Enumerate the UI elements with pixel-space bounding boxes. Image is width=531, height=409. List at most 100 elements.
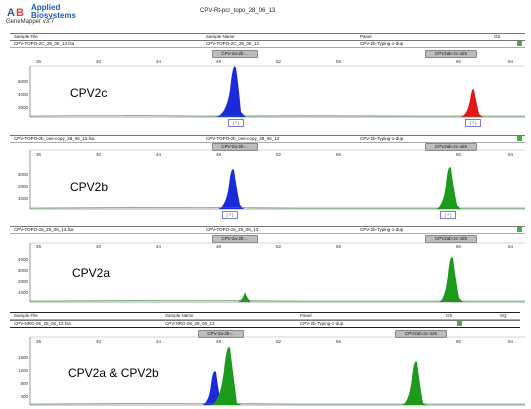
y-tick: 3000 [17,172,28,177]
status-indicator-1 [517,41,522,46]
x-tick: 48 [216,339,222,344]
panel-label-3: CPV2a [72,266,111,280]
plot-panel-4 [29,336,525,406]
panel-label-1: CPV2c [70,86,108,100]
allele-marker-1a[interactable]: [ ? ] [228,119,244,127]
peak-cpv2b-green [436,167,461,209]
bin-right-3[interactable]: CPV2ab-2c-426 [425,235,477,243]
allele-marker-2a[interactable]: [ ? ] [222,211,238,219]
sample-file-3: CPV-TOPO-2a_28_06_13.fsa [14,227,74,232]
x-tick: 64 [508,244,514,249]
bin-right-1[interactable]: CPV2ab-2c-426 [425,50,477,58]
x-tick: 36 [36,152,42,157]
panel-name-4: CPV-2b-Typing-1-dup [300,321,344,326]
x-tick: 40 [96,339,102,344]
sample-row-1[interactable]: CPV-TOPO-2C_28_06_13.fsa CPV-TOPO-2C_28_… [10,40,525,48]
peak-cpv2c-red [460,89,483,117]
x-tick: 52 [276,59,282,64]
y-tick: 6000 [17,79,28,84]
col-sample-file: Sample File [14,34,38,39]
x-tick: 40 [96,59,102,64]
x-tick: 56 [336,152,342,157]
sample-name-1: CPV-TOPO-2C_28_06_13 [206,41,259,46]
peak-cpv2a2b-green [210,346,242,405]
allele-marker-2b[interactable]: [ ? ] [440,211,456,219]
bin-left-3[interactable]: CPV-2a-2b-... [212,235,258,243]
sample-row-3[interactable]: CPV-TOPO-2a_28_06_13.fsa CPV-TOPO-2a_28_… [10,226,525,234]
y-tick: 4000 [17,92,28,97]
svg-text:B: B [16,7,24,19]
peak-cpv2a2b-blue [215,66,246,117]
bin-left-2[interactable]: CPV-2a-2b-... [212,143,258,151]
sample-row-2[interactable]: CPV-TOPO-2b_one-copy_28_06_13.fsa CPV-TO… [10,135,525,143]
y-tick: 2000 [17,105,28,110]
y-tick: 2000 [17,279,28,284]
status-indicator-2 [517,136,522,141]
x-tick: 56 [336,244,342,249]
y-tick: 1000 [17,196,28,201]
x-tick: 36 [36,244,42,249]
applied-biosystems-logo: A B [6,4,28,20]
bin-left-4[interactable]: CPV-2a-2b-... [198,330,244,338]
x-tick: 64 [508,59,514,64]
y-tick: 1600 [17,355,28,360]
plot-panel-3 [29,242,525,303]
y-tick: 1200 [17,368,28,373]
col-sample-file-2: Sample File [14,313,38,318]
brand: A B Applied Biosystems [6,4,126,26]
bin-right-2[interactable]: CPV2ab-2c-426 [425,143,477,151]
y-tick: 400 [20,394,28,399]
x-tick: 60 [456,244,462,249]
x-tick: 44 [156,244,162,249]
sample-row-4[interactable]: CPV-NRG-06_28_06_13.fsa CPV-NRG-06_28_06… [10,320,520,328]
x-tick: 40 [96,244,102,249]
plot-panel-1 [29,65,525,118]
run-title: CPV-Rt-pcr_topo_28_06_13 [200,8,276,14]
x-tick: 52 [276,339,282,344]
status-indicator-3 [517,227,522,232]
panel-label-2: CPV2b [70,180,109,194]
x-tick: 44 [156,339,162,344]
x-tick: 52 [276,152,282,157]
col-sq-2: SQ [500,313,507,318]
col-panel-2: Panel [300,313,312,318]
x-tick: 36 [36,59,42,64]
allele-marker-1b[interactable]: [ ? ] [465,119,481,127]
y-tick: 3000 [17,268,28,273]
brand-line1: Applied [31,3,61,12]
x-tick: 48 [216,244,222,249]
x-tick: 44 [156,59,162,64]
y-tick: 800 [20,381,28,386]
y-tick: 1000 [17,290,28,295]
sample-name-3: CPV-TOPO-2a_28_06_13 [206,227,259,232]
x-tick: 40 [96,152,102,157]
panel-label-4: CPV2a & CPV2b [68,366,159,380]
sample-file-1: CPV-TOPO-2C_28_06_13.fsa [14,41,75,46]
x-tick: 56 [336,59,342,64]
peak-cpv2a2b-blue [218,169,244,209]
x-tick: 64 [508,152,514,157]
sample-name-2: CPV-TOPO-2b_one-copy_28_06_13 [206,136,280,141]
x-tick: 48 [216,152,222,157]
panel-name-2: CPV-2b-Typing-1-dup [360,136,404,141]
col-panel: Panel [360,34,372,39]
x-tick: 44 [156,152,162,157]
x-tick: 56 [336,339,342,344]
x-tick: 36 [36,339,42,344]
plot-panel-2 [29,149,525,210]
x-tick: 60 [456,152,462,157]
peak-small-green [238,292,251,302]
y-tick: 2000 [17,184,28,189]
status-indicator-4 [457,321,462,326]
bin-left-1[interactable]: CPV-2a-2b-... [212,50,258,58]
x-tick: 52 [276,244,282,249]
panel-name-3: CPV-2b-Typing-1-dup [360,227,404,232]
bin-right-4[interactable]: CPV2ab-2c-426 [395,330,447,338]
peak-cpv2b-green [402,361,427,405]
panel-name-1: CPV-2b-Typing-1-dup [360,41,404,46]
column-header-row-2: Sample File Sample Name Panel OS SQ [10,312,520,320]
y-tick: 4000 [17,257,28,262]
x-tick: 60 [456,339,462,344]
app-version: GeneMapper v3.7 [6,19,55,25]
